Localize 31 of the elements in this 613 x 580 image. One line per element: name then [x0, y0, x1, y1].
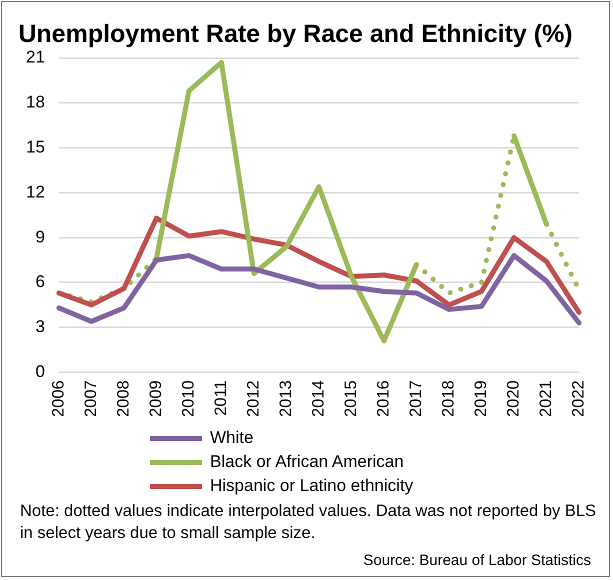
text: Note: dotted values indicate interpolated values. Data was not reported by BLS in select years due to small sample size.	[20, 501, 598, 544]
y-tick-label: 12	[26, 182, 45, 202]
legend-label: White	[210, 428, 254, 448]
y-tick-label: 0	[35, 362, 45, 381]
y-tick-label: 18	[26, 92, 45, 112]
x-tick-label: 2009	[146, 380, 165, 418]
x-tick-label: 2007	[82, 380, 100, 418]
x-tick-label: 2016	[374, 380, 393, 418]
x-tick-label: 2021	[537, 380, 556, 418]
x-tick-label: 2011	[212, 380, 230, 416]
x-tick-label: 2014	[310, 380, 328, 418]
y-tick-label: 21	[26, 48, 45, 67]
x-tick-label: 2022	[570, 380, 588, 418]
legend-label: Hispanic or Latino ethnicity	[210, 476, 414, 496]
x-tick-label: 2010	[179, 380, 198, 418]
x-tick-label: 2015	[342, 380, 360, 418]
chart-title: Unemployment Rate by Race and Ethnicity (%)	[18, 20, 573, 48]
x-tick-label: 2019	[472, 380, 490, 418]
y-tick-label: 3	[35, 317, 45, 336]
x-tick-label: 2008	[114, 380, 132, 418]
x-tick-label: 2018	[440, 380, 458, 418]
x-tick-label: 2017	[407, 380, 426, 418]
x-tick-label: 2020	[504, 380, 523, 418]
y-tick-label: 15	[26, 137, 45, 156]
y-tick-label: 9	[35, 227, 45, 246]
source-note: Source: Bureau of Labor Statistics	[363, 552, 591, 569]
y-tick-label: 6	[35, 272, 45, 292]
x-tick-label: 2012	[244, 380, 262, 418]
x-tick-label: 2013	[276, 380, 295, 418]
legend-label: Black or African American	[210, 452, 404, 472]
x-tick-label: 2006	[49, 380, 68, 418]
